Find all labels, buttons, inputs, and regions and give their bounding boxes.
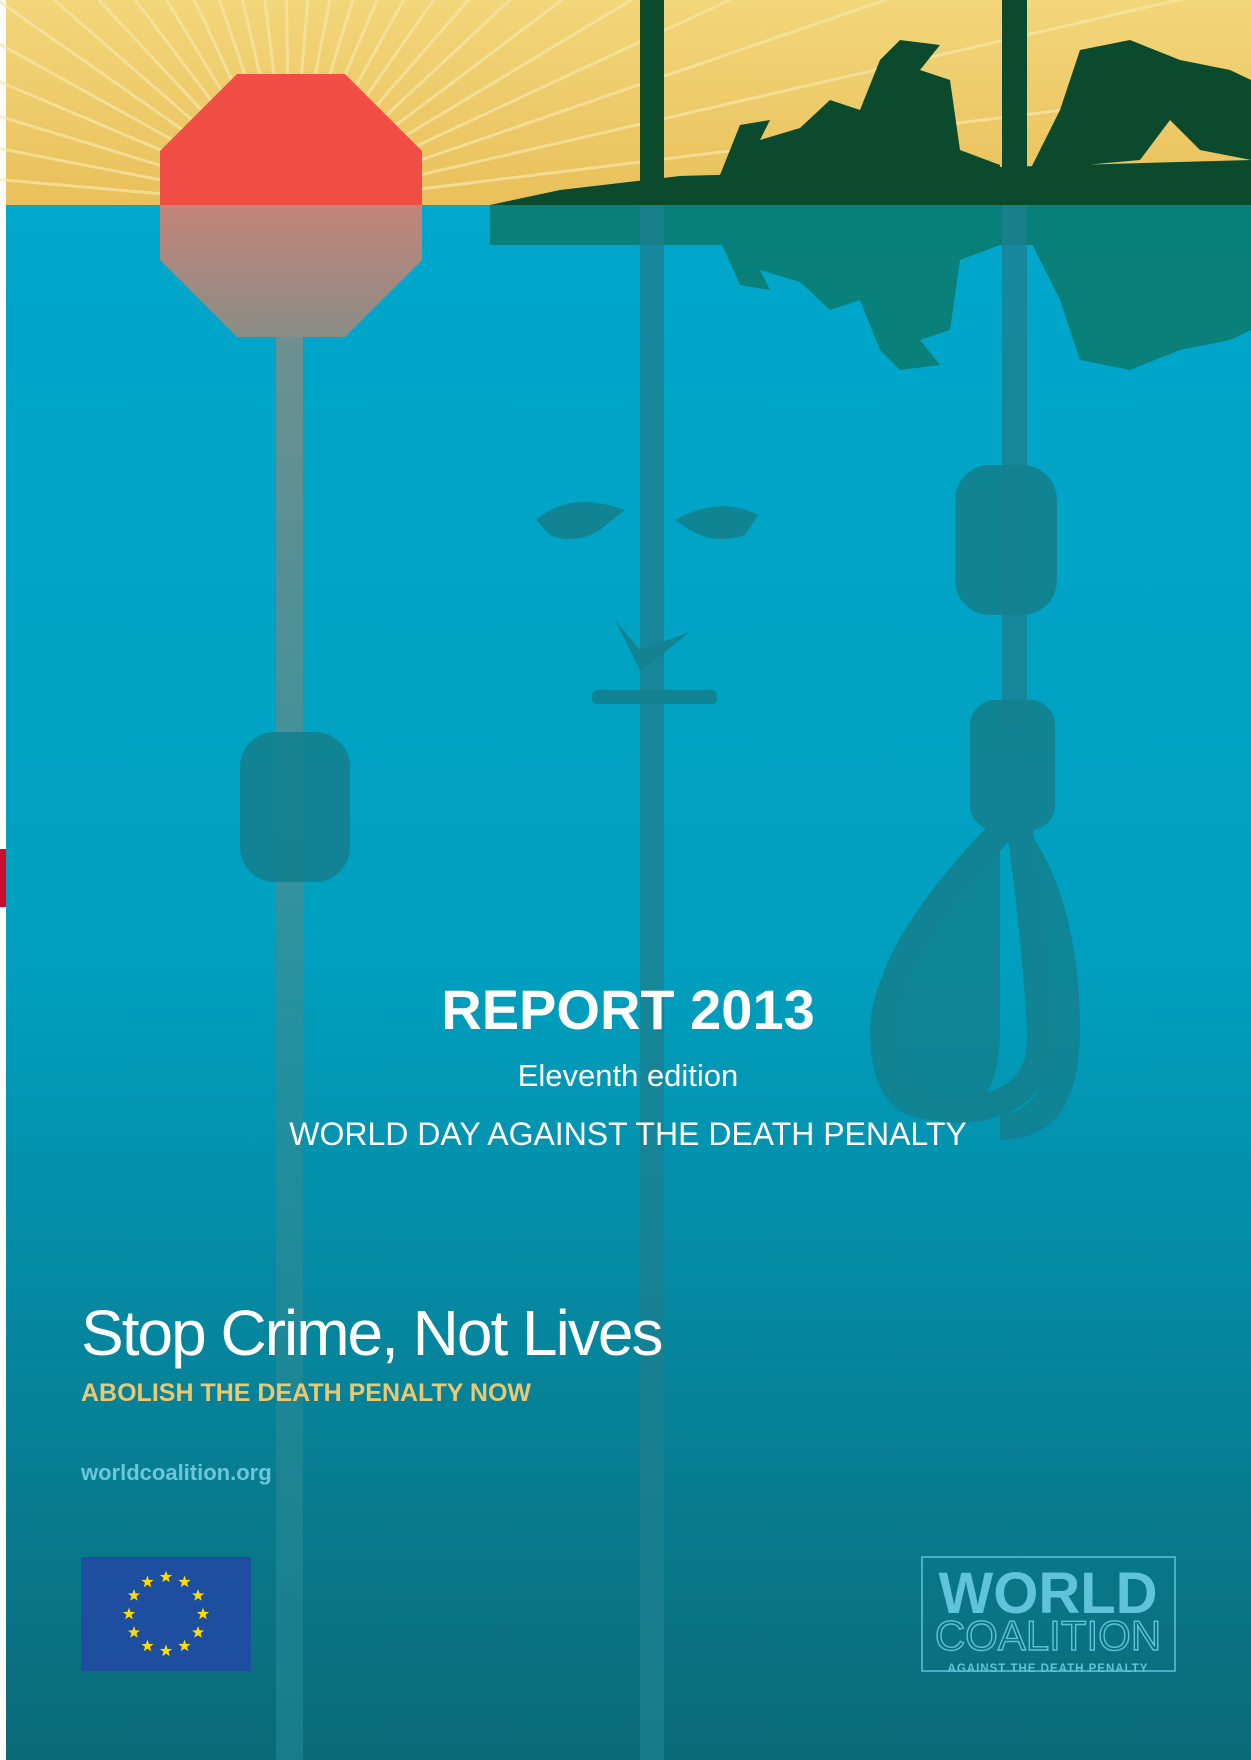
ray — [0, 0, 291, 207]
ray — [288, 0, 513, 207]
star — [141, 1639, 154, 1652]
star — [178, 1575, 191, 1588]
ray — [289, 85, 1251, 207]
ray — [96, 0, 292, 207]
ray — [165, 0, 292, 206]
star — [127, 1626, 141, 1638]
sun-rays — [0, 0, 1251, 207]
ray — [288, 0, 436, 206]
star — [178, 1639, 191, 1652]
stop-sign-reflection — [160, 205, 422, 337]
ray — [133, 0, 292, 206]
logo-line2: COALITION — [935, 1612, 1161, 1659]
ray — [0, 114, 291, 207]
ray — [289, 0, 734, 207]
report-title: REPORT 2013 — [441, 978, 815, 1041]
poles — [276, 205, 1027, 1760]
logo-line1: WORLD — [938, 1561, 1157, 1626]
edge-mark — [0, 849, 6, 907]
ray — [289, 0, 1185, 207]
star — [159, 1570, 173, 1583]
star — [191, 1589, 205, 1601]
ray — [289, 0, 635, 207]
stop-sign — [160, 74, 422, 205]
subtitle: WORLD DAY AGAINST THE DEATH PENALTY — [289, 1116, 966, 1152]
star — [141, 1575, 154, 1588]
tagline: ABOLISH THE DEATH PENALTY NOW — [81, 1379, 531, 1407]
ray — [288, 0, 471, 206]
ray — [0, 42, 291, 207]
logo-frame — [921, 1556, 1176, 1672]
island-reflection — [490, 205, 1251, 370]
star — [196, 1607, 210, 1620]
ray — [288, 0, 406, 206]
star — [159, 1644, 173, 1657]
url: worldcoalition.org — [80, 1460, 272, 1485]
edition: Eleventh edition — [518, 1058, 739, 1093]
ray — [51, 0, 291, 207]
ray — [289, 0, 565, 207]
coalition-logo: WORLD COALITION AGAINST THE DEATH PENALT… — [921, 1556, 1176, 1675]
ray — [0, 80, 291, 207]
star — [122, 1607, 136, 1620]
ray — [0, 147, 291, 207]
logo-line3: AGAINST THE DEATH PENALTY — [948, 1663, 1149, 1675]
star — [191, 1626, 205, 1638]
ray — [289, 0, 890, 207]
island — [490, 0, 1251, 205]
star — [127, 1589, 141, 1601]
eu-stars — [122, 1570, 210, 1657]
ray — [0, 178, 291, 207]
figure — [240, 465, 1080, 1140]
slogan: Stop Crime, Not Lives — [81, 1297, 661, 1369]
